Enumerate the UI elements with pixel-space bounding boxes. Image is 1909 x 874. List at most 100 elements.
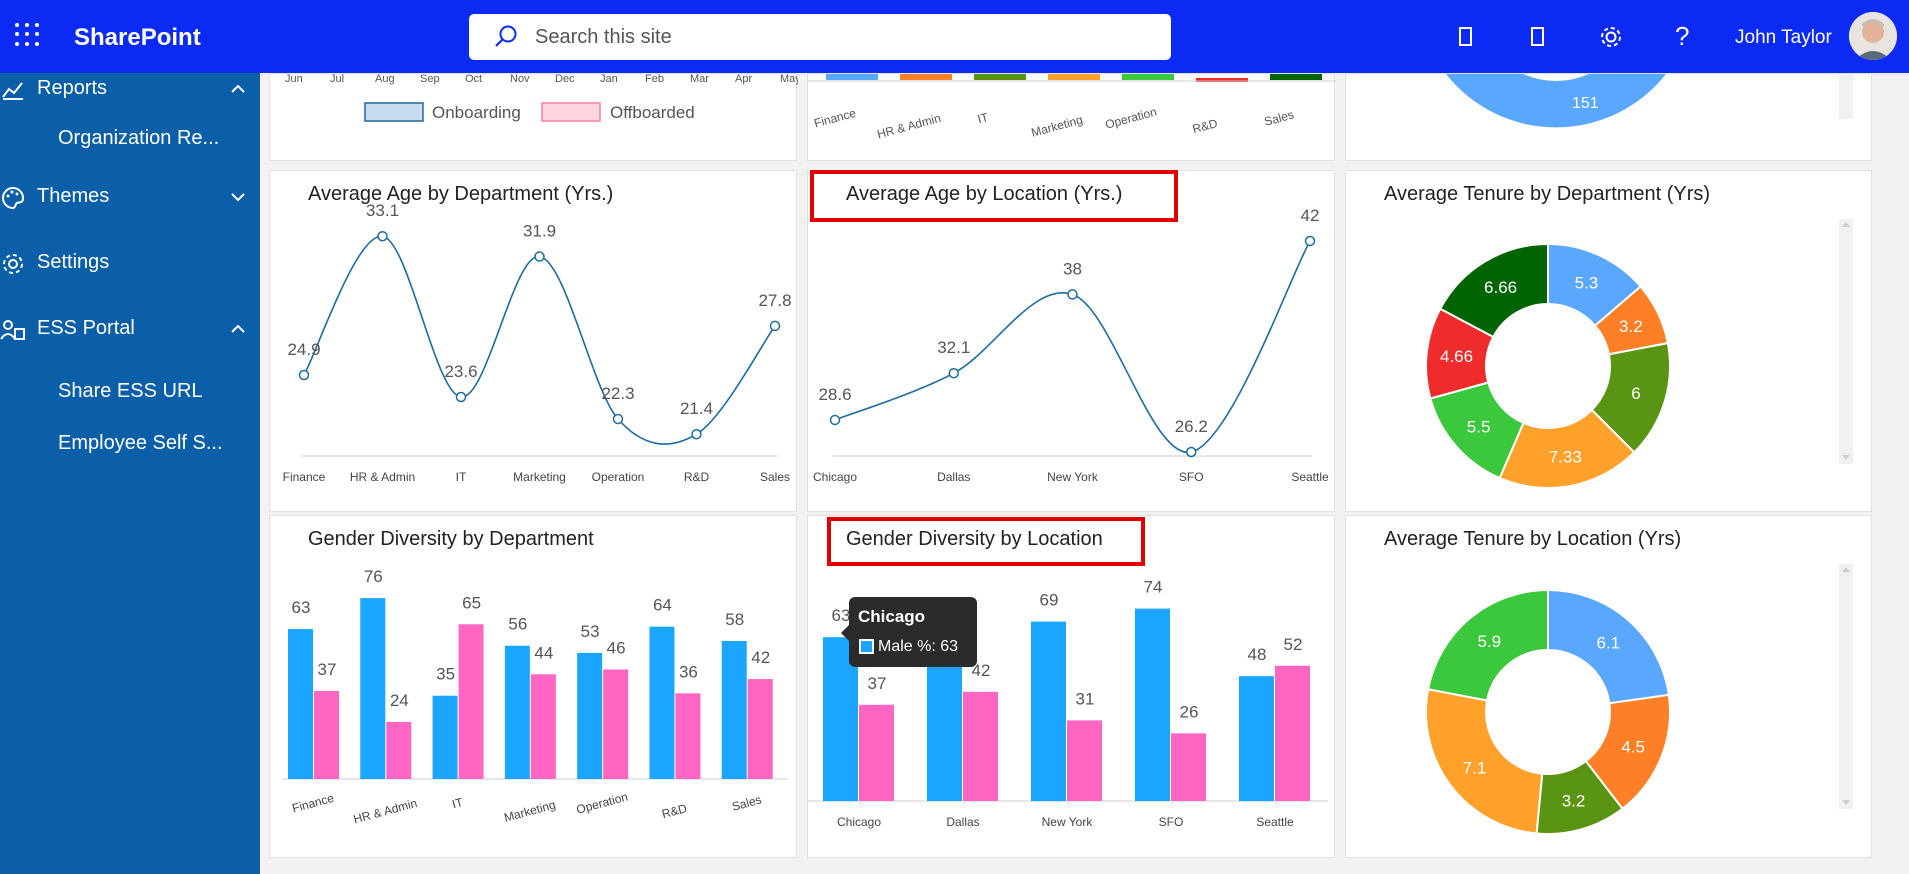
category-label: HR & Admin xyxy=(350,470,415,484)
sidebar-item-label: Reports xyxy=(37,77,108,99)
sidebar-subitem[interactable]: Organization Re... xyxy=(58,127,220,149)
slice-label: 5.9 xyxy=(1478,632,1502,651)
pie-slice[interactable] xyxy=(1438,242,1549,339)
sidebar-item-ess-portal[interactable]: ESS Portal xyxy=(0,317,260,347)
data-label: 22.3 xyxy=(601,384,634,403)
bar[interactable] xyxy=(288,629,313,779)
data-label: 65 xyxy=(462,593,481,612)
chart-line-icon xyxy=(2,82,23,100)
bar[interactable] xyxy=(649,626,675,779)
tenure-by-location-donut-chart: 6.1 4.5 3.2 7.1 5.9 xyxy=(1425,588,1671,835)
bar[interactable] xyxy=(927,650,962,801)
data-label: 69 xyxy=(1040,591,1059,610)
month-label: Mar xyxy=(690,74,709,85)
scrollbar[interactable] xyxy=(1839,219,1853,464)
data-label: 24 xyxy=(390,691,409,710)
chart-title: Average Tenure by Department (Yrs) xyxy=(1384,183,1711,205)
sidebar-subitem[interactable]: Share ESS URL xyxy=(58,380,203,402)
avatar[interactable] xyxy=(1849,12,1897,60)
bar[interactable] xyxy=(675,693,701,779)
category-label: Marketing xyxy=(503,798,558,825)
data-label: 53 xyxy=(581,622,600,641)
data-point[interactable] xyxy=(612,413,624,425)
data-point[interactable] xyxy=(298,369,310,381)
bar[interactable] xyxy=(1031,621,1066,801)
scrollbar[interactable] xyxy=(1839,74,1853,119)
gear-icon[interactable] xyxy=(1596,22,1626,52)
data-label: 26.2 xyxy=(1175,417,1208,436)
bar[interactable] xyxy=(1275,665,1310,801)
bar[interactable] xyxy=(386,721,412,779)
data-point[interactable] xyxy=(948,367,959,379)
bar[interactable] xyxy=(721,640,747,779)
user-name[interactable]: John Taylor xyxy=(1735,27,1832,48)
category-label: IT xyxy=(456,470,467,484)
pie-slice[interactable] xyxy=(1547,588,1670,705)
legend-swatch-offboarded[interactable] xyxy=(541,102,601,122)
app-title[interactable]: SharePoint xyxy=(74,24,201,51)
search-input[interactable] xyxy=(535,25,1135,49)
month-label: May xyxy=(780,74,798,85)
chart-tooltip: Chicago Male %: 63 xyxy=(841,597,977,667)
sidebar-subitem[interactable]: Employee Self S... xyxy=(58,432,223,454)
bar[interactable] xyxy=(314,690,339,779)
month-label: Jul xyxy=(330,74,344,85)
onboarding-chart-card: Jun Jul Aug Sep Oct Nov Dec Jan Feb Mar Apr May Onb… xyxy=(269,73,801,161)
tenure-by-location-card: Average Tenure by Location (Yrs) 6.1 4.5 3… xyxy=(1345,515,1872,858)
bar[interactable] xyxy=(1171,733,1206,801)
sidebar-item-themes[interactable]: Themes xyxy=(0,185,260,215)
chevron-down-icon[interactable] xyxy=(230,189,246,205)
app-launcher-icon[interactable] xyxy=(12,20,42,50)
onboarding-chart: Jun Jul Aug Sep Oct Nov Dec Jan Feb Mar Apr May Onb… xyxy=(285,73,801,122)
category-label: Chicago xyxy=(813,470,857,484)
sidebar-item-reports[interactable]: Reports xyxy=(0,77,260,107)
chevron-up-icon[interactable] xyxy=(230,81,246,97)
data-point[interactable] xyxy=(1186,446,1197,458)
data-label: 31.9 xyxy=(523,222,556,241)
pie-slice[interactable] xyxy=(1426,588,1549,702)
bar[interactable] xyxy=(1135,608,1170,801)
help-icon[interactable]: ? xyxy=(1667,22,1697,52)
bar[interactable] xyxy=(859,704,894,801)
category-label: Sales xyxy=(730,792,763,813)
bar[interactable] xyxy=(432,695,458,779)
gear-icon xyxy=(3,254,23,274)
notebook-icon[interactable] xyxy=(1451,22,1481,52)
bar[interactable] xyxy=(504,645,530,779)
data-label: 23.6 xyxy=(444,362,477,381)
slice-label: 7.1 xyxy=(1463,758,1487,777)
palette-icon xyxy=(2,186,25,210)
scrollbar[interactable] xyxy=(1839,564,1853,809)
data-point[interactable] xyxy=(691,428,702,440)
bar[interactable] xyxy=(530,674,556,779)
legend-label: Offboarded xyxy=(610,103,695,122)
slice-label: 5.5 xyxy=(1467,417,1491,436)
data-point[interactable] xyxy=(1067,289,1078,300)
data-label: 52 xyxy=(1284,635,1303,654)
category-label: SFO xyxy=(1179,470,1204,484)
pie-slice[interactable] xyxy=(1425,688,1544,835)
bar[interactable] xyxy=(747,679,773,779)
bar[interactable] xyxy=(963,691,998,801)
data-point[interactable] xyxy=(769,320,781,332)
data-label: 74 xyxy=(1144,578,1163,597)
sidebar-item-settings[interactable]: Settings xyxy=(0,251,260,281)
month-label: Dec xyxy=(555,74,575,85)
data-point[interactable] xyxy=(534,251,545,262)
data-point[interactable] xyxy=(455,391,467,403)
bar[interactable] xyxy=(458,624,484,779)
data-point[interactable] xyxy=(377,230,388,242)
search-box[interactable] xyxy=(469,14,1171,60)
bar[interactable] xyxy=(1239,676,1274,801)
people-icon xyxy=(0,320,25,340)
bar[interactable] xyxy=(1067,720,1102,801)
data-point[interactable] xyxy=(1304,235,1316,247)
chevron-up-icon[interactable] xyxy=(230,321,246,337)
data-point[interactable] xyxy=(829,414,841,426)
bar[interactable] xyxy=(603,669,629,779)
bar[interactable] xyxy=(360,598,386,779)
age-by-location-card: Average Age by Location (Yrs.) 28.6 Chica… xyxy=(807,170,1335,512)
mobile-icon[interactable] xyxy=(1523,22,1553,52)
bar[interactable] xyxy=(577,652,603,779)
legend-swatch-onboarding[interactable] xyxy=(364,102,424,122)
